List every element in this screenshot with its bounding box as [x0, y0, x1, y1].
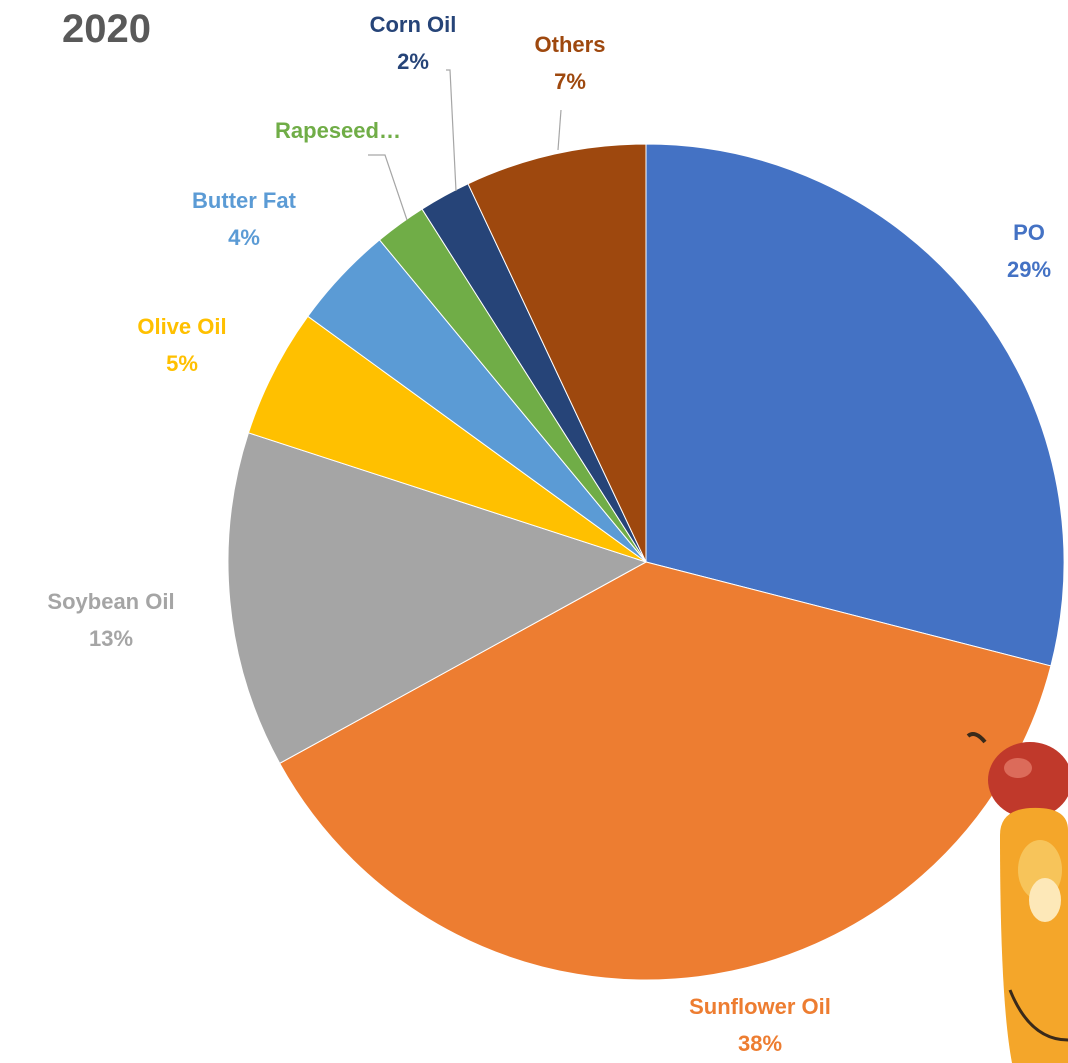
- palm-fruit-image: [966, 732, 1068, 1063]
- slice-label: Others 7%: [535, 32, 606, 94]
- slice-label: Soybean Oil 13%: [47, 589, 174, 651]
- slice-label-percent: 29%: [1007, 257, 1051, 282]
- slice-label: PO 29%: [1007, 220, 1051, 282]
- chart-title: 2020: [62, 7, 151, 51]
- slice-label-percent: 7%: [554, 69, 586, 94]
- slice-label-name: Sunflower Oil: [689, 994, 831, 1019]
- slice-label: Olive Oil 5%: [137, 314, 226, 376]
- slice-label-name: Corn Oil: [370, 12, 457, 37]
- slice-label: Butter Fat 4%: [192, 188, 297, 250]
- slice-label-percent: 38%: [738, 1031, 782, 1056]
- pie-slice-po: [645, 143, 1065, 667]
- pie-slice-others: [467, 143, 647, 563]
- slice-label: Corn Oil 2%: [370, 12, 457, 74]
- slice-label-percent: 4%: [228, 225, 260, 250]
- slice-label-name: Olive Oil: [137, 314, 226, 339]
- pie-slice-sunflower-oil: [279, 561, 1052, 981]
- pie-slices: [227, 143, 1065, 981]
- slice-label-name: Rapeseed…: [275, 118, 401, 143]
- slice-label-percent: 2%: [397, 49, 429, 74]
- pie-slice-soybean-oil: [227, 432, 648, 765]
- slice-label-name: Butter Fat: [192, 188, 297, 213]
- leader-line: [368, 154, 408, 221]
- slice-label-percent: 5%: [166, 351, 198, 376]
- slice-label-name: Others: [535, 32, 606, 57]
- leader-line: [446, 69, 457, 192]
- leader-line: [557, 109, 562, 151]
- slice-label-percent: 13%: [89, 626, 133, 651]
- slice-labels: PO 29% Sunflower Oil 38% Soybean Oil 13% Olive…: [47, 12, 1051, 1056]
- leader-lines: [368, 69, 562, 221]
- slice-label: Sunflower Oil 38%: [689, 994, 831, 1056]
- slice-label: Rapeseed…: [275, 118, 401, 143]
- slice-label-name: Soybean Oil: [47, 589, 174, 614]
- slice-label-name: PO: [1013, 220, 1045, 245]
